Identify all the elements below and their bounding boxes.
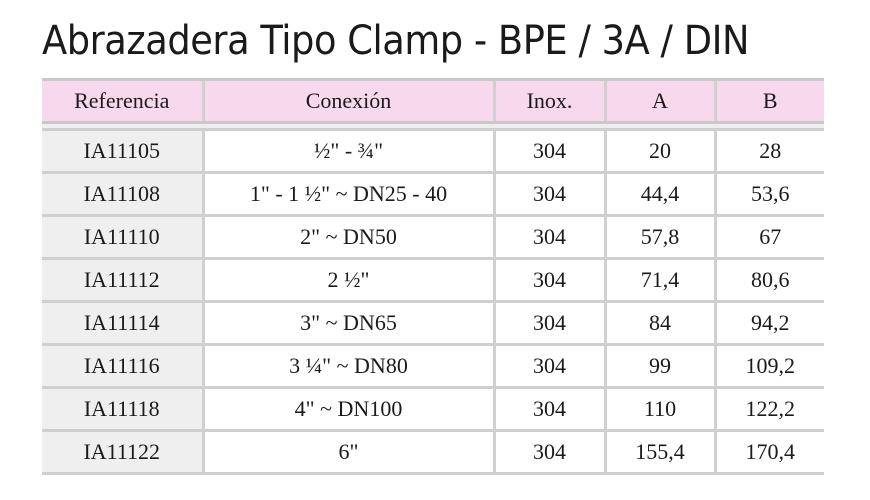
cell-referencia: IA11110 [42,214,203,259]
cell-b: 122,2 [713,386,824,431]
cell-referencia: IA11118 [42,386,203,431]
cell-conexion: ½" - ¾" [201,128,494,173]
cell-conexion: 1" - 1 ½" ~ DN25 - 40 [201,171,494,216]
cell-inox: 304 [492,386,605,431]
cell-inox: 304 [492,343,605,388]
header-referencia: Referencia [42,78,203,124]
table-row: IA11110 2" ~ DN50 304 57,8 67 [42,214,824,259]
header-b: B [713,78,824,124]
table-row: IA11112 2 ½" 304 71,4 80,6 [42,257,824,302]
table-row: IA11105 ½" - ¾" 304 20 28 [42,128,824,173]
cell-inox: 304 [492,171,605,216]
table-row: IA11116 3 ¼" ~ DN80 304 99 109,2 [42,343,824,388]
cell-a: 110 [603,386,715,431]
cell-b: 28 [713,128,824,173]
cell-conexion: 2" ~ DN50 [201,214,494,259]
header-inox: Inox. [492,78,605,124]
cell-inox: 304 [492,214,605,259]
cell-referencia: IA11112 [42,257,203,302]
cell-a: 20 [603,128,715,173]
header-gap [42,122,824,130]
cell-referencia: IA11105 [42,128,203,173]
cell-a: 44,4 [603,171,715,216]
cell-b: 109,2 [713,343,824,388]
cell-b: 53,6 [713,171,824,216]
cell-conexion: 2 ½" [201,257,494,302]
table-row: IA11114 3" ~ DN65 304 84 94,2 [42,300,824,345]
cell-inox: 304 [492,257,605,302]
cell-inox: 304 [492,300,605,345]
table-body: IA11105 ½" - ¾" 304 20 28 IA11108 1" - 1… [42,122,824,475]
page-title: Abrazadera Tipo Clamp - BPE / 3A / DIN [42,18,750,64]
cell-a: 84 [603,300,715,345]
cell-conexion: 3 ¼" ~ DN80 [201,343,494,388]
cell-referencia: IA11114 [42,300,203,345]
cell-b: 67 [713,214,824,259]
cell-a: 71,4 [603,257,715,302]
cell-referencia: IA11108 [42,171,203,216]
cell-a: 99 [603,343,715,388]
cell-a: 155,4 [603,429,715,475]
specs-table-container: Referencia Conexión Inox. A B IA11105 ½"… [42,78,824,475]
cell-a: 57,8 [603,214,715,259]
table-row: IA11108 1" - 1 ½" ~ DN25 - 40 304 44,4 5… [42,171,824,216]
cell-conexion: 4" ~ DN100 [201,386,494,431]
cell-inox: 304 [492,429,605,475]
table-row: IA11118 4" ~ DN100 304 110 122,2 [42,386,824,431]
specs-table: Referencia Conexión Inox. A B IA11105 ½"… [42,78,824,475]
header-row: Referencia Conexión Inox. A B [42,78,824,124]
header-a: A [603,78,715,124]
cell-b: 170,4 [713,429,824,475]
cell-inox: 304 [492,128,605,173]
cell-b: 94,2 [713,300,824,345]
cell-referencia: IA11122 [42,429,203,475]
cell-conexion: 3" ~ DN65 [201,300,494,345]
cell-referencia: IA11116 [42,343,203,388]
cell-b: 80,6 [713,257,824,302]
cell-conexion: 6" [201,429,494,475]
table-header: Referencia Conexión Inox. A B [42,78,824,124]
header-conexion: Conexión [201,78,494,124]
table-row: IA11122 6" 304 155,4 170,4 [42,429,824,475]
